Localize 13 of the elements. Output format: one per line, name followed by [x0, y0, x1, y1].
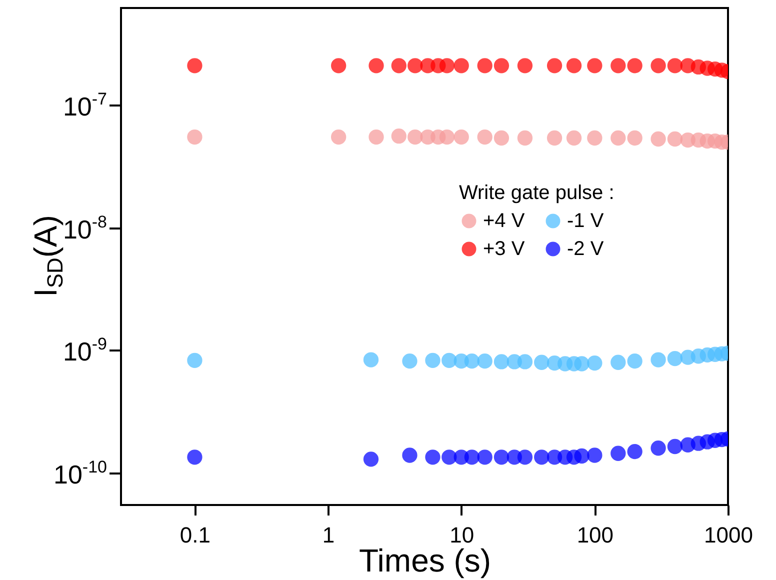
legend-label: +3 V	[483, 238, 526, 260]
legend-label: -2 V	[567, 238, 604, 260]
y-tick-label: 10$^{-10}$	[54, 458, 107, 490]
legend-label: -1 V	[567, 210, 604, 232]
y-tick-label: 10$^{-7}$	[62, 90, 107, 122]
y-tick-label: 10$^{-8}$	[62, 212, 107, 244]
x-tick-label: 0.1	[180, 522, 211, 548]
x-tick-label: 1000	[704, 522, 753, 548]
legend-title: Write gate pulse :	[459, 182, 614, 204]
x-tick-label: 1	[322, 522, 335, 548]
x-tick-label: 100	[576, 522, 614, 548]
y-tick-label: 10$^{-9}$	[62, 334, 107, 367]
legend-label: +4 V	[483, 210, 526, 232]
